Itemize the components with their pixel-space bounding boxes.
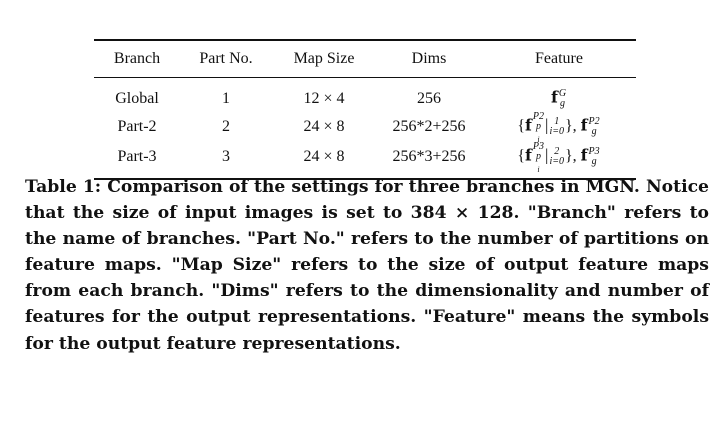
feature-sup-2: P3 [588,146,600,157]
feature-sup: G [558,88,567,99]
cell-part-no: 3 [222,148,230,165]
cell-map-size: 24 × 8 [303,118,345,135]
settings-table-container: Branch Part No. Map Size Dims Feature Gl… [94,39,636,180]
branch-settings-table: Branch Part No. Map Size Dims Feature Gl… [94,39,636,180]
cell-dims: 256*3+256 [392,148,466,165]
feature-sup: P2 [532,111,545,122]
cell-map-size: 24 × 8 [303,148,345,165]
feature-bar-upper: 2 [554,146,560,157]
feature-base: f [525,145,532,165]
feature-sub-2: g [591,156,597,167]
cell-part-no: 1 [222,90,230,107]
cell-feature: {f P3 p i | 2 i=0}, f P3 g [482,142,636,179]
feature-sub: p [535,121,541,132]
table-row-part-3: Part-3 3 24 × 8 256*3+256 {f P3 p i | 2 i=0}, … [94,142,636,179]
header-feature: Feature [535,50,583,67]
feature-subsub: i [537,165,540,174]
feature-sup: P3 [532,141,545,152]
table-header-row: Branch Part No. Map Size Dims Feature [94,40,636,78]
cell-dims: 256*2+256 [392,118,466,135]
feature-formula-part-3: {f P3 p i | 2 i=0}, f P3 g [517,141,600,174]
feature-close-brace: }, [564,117,577,135]
cell-branch: Part-2 [117,118,157,135]
header-map-size: Map Size [293,50,355,67]
feature-close-brace: }, [564,147,577,165]
feature-sub: g [559,98,565,109]
feature-formula-part-2: {f P2 p i | 1 i=0}, f P2 g [517,111,600,144]
feature-base: f [550,87,558,107]
feature-bar-lower: i=0 [549,156,564,167]
cell-branch: Global [115,90,159,107]
table-row-part-2: Part-2 2 24 × 8 256*2+256 {f P2 p i | 1 i=0}, … [94,111,636,144]
feature-base-2: f [580,115,588,135]
feature-bar-lower: i=0 [549,126,564,137]
feature-sub: p [535,151,541,162]
cell-feature: {f P2 p i | 1 i=0}, f P2 g [482,111,636,144]
cell-part-no: 2 [222,118,230,135]
feature-sup-2: P2 [588,116,600,127]
feature-sub-2: g [591,126,597,137]
cell-branch: Part-3 [117,148,157,165]
cell-dims: 256 [417,90,441,107]
feature-open-brace: { [517,117,526,135]
cell-map-size: 12 × 4 [303,90,345,107]
header-branch: Branch [113,50,161,67]
feature-base: f [525,115,532,135]
header-part-no: Part No. [199,50,253,67]
feature-bar-upper: 1 [554,116,560,127]
feature-subsub: i [537,135,540,144]
table-caption: Table 1: Comparison of the settings for … [25,177,709,354]
feature-open-brace: { [517,147,526,165]
header-dims: Dims [411,50,447,67]
feature-base-2: f [580,145,588,165]
